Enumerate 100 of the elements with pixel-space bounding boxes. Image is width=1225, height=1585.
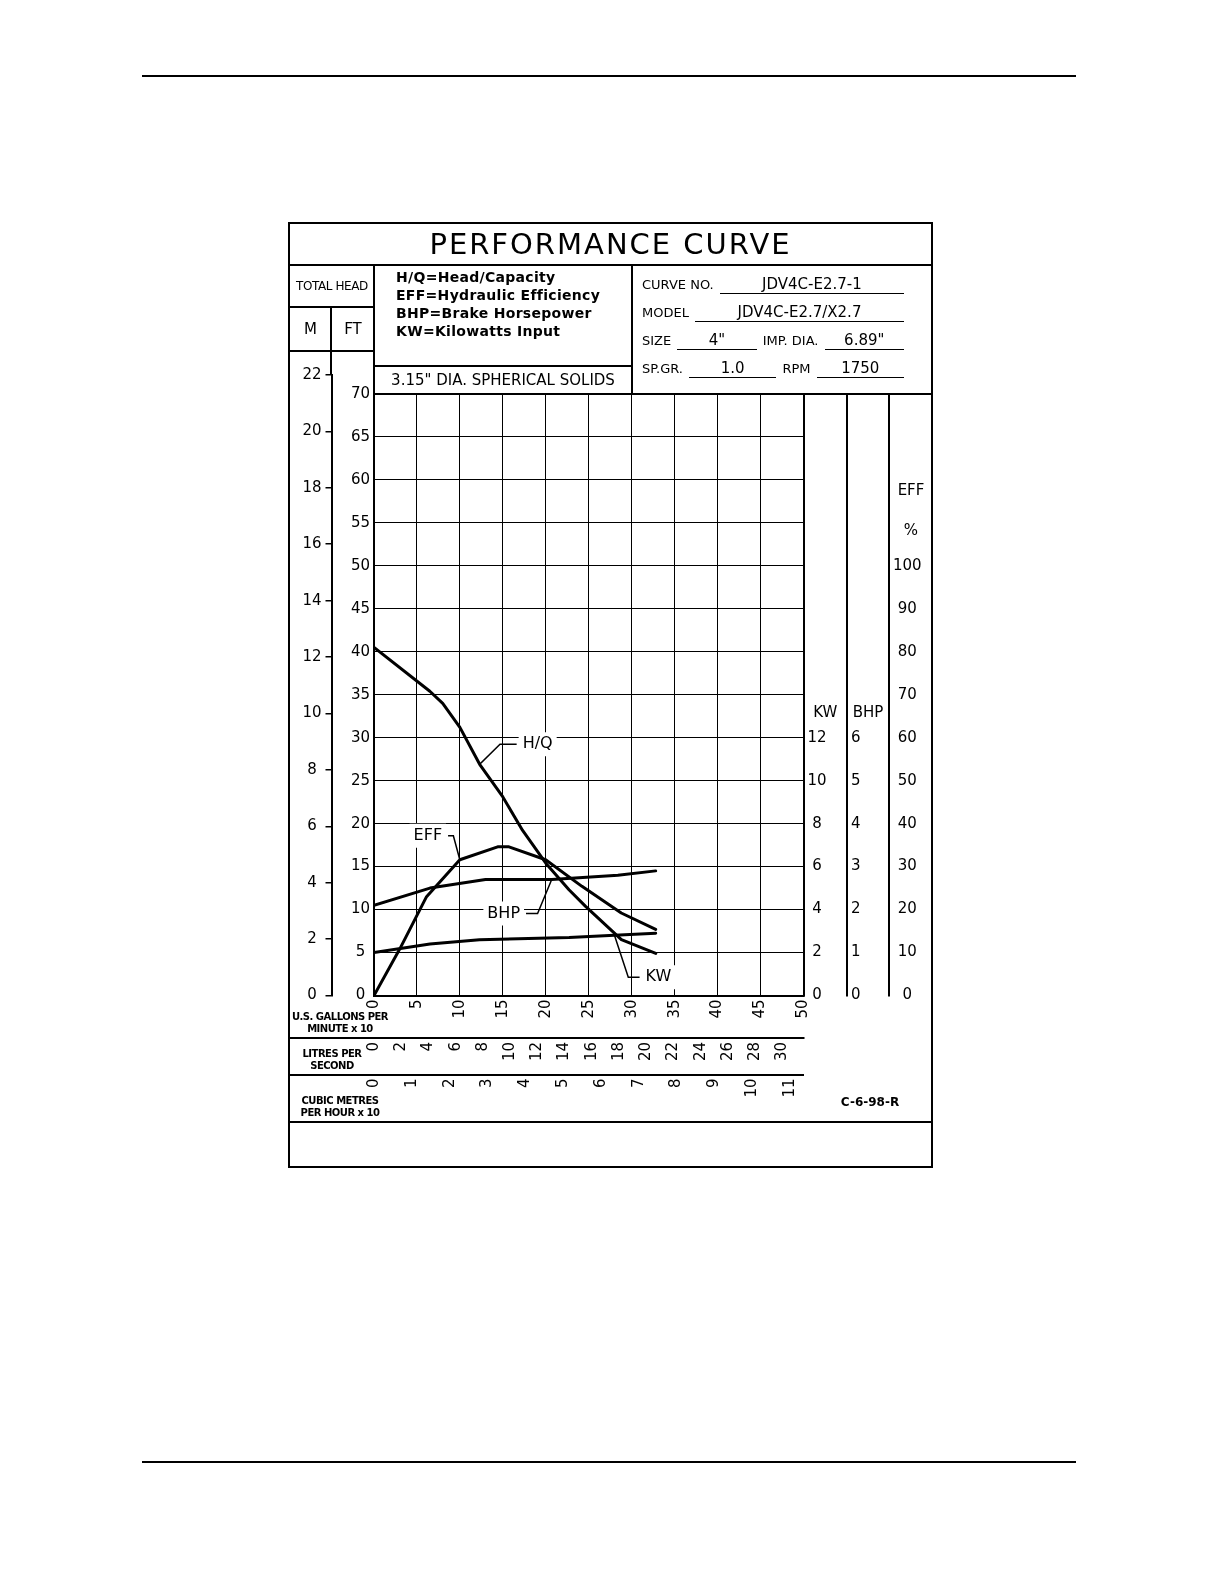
y2-axis-title: KW	[812, 701, 839, 722]
y-tick-label: 30	[350, 727, 370, 746]
y-tick-label: 90	[897, 598, 917, 617]
series-label: EFF	[413, 824, 443, 844]
y3-tick-label: 4	[851, 813, 861, 832]
text: H/Q=Head/Capacity	[396, 268, 557, 286]
y-tick-label: 60	[897, 727, 917, 746]
y2-tick-label: 22	[302, 364, 322, 383]
annotation: 3.15" DIA. SPHERICAL SOLIDS	[390, 370, 616, 391]
x-tick-label: 5	[552, 1078, 571, 1089]
x-tick-label: 25	[578, 999, 597, 1019]
y2-tick-label: 10	[807, 770, 827, 789]
y-tick-label: 5	[355, 942, 366, 961]
y-tick-label: 70	[897, 684, 917, 703]
y2-tick-label: 18	[302, 477, 322, 496]
x2-tick-label: 2	[391, 1042, 410, 1052]
y-tick-label: 30	[897, 856, 917, 875]
x-tick-label: 7	[628, 1078, 647, 1089]
x-tick-label: 4	[515, 1078, 534, 1089]
y-tick-label: 10	[350, 899, 370, 918]
x2-tick-label: 20	[636, 1042, 655, 1062]
y2-tick-label: 16	[302, 534, 322, 553]
x2-tick-label: 10	[500, 1042, 519, 1062]
y-tick-label: 20	[350, 813, 370, 832]
y2-tick-label: 4	[307, 872, 317, 891]
x-tick-label: 10	[741, 1078, 760, 1098]
x2-tick-label: 26	[717, 1042, 736, 1062]
x-axis-title: U.S. GALLONS PER MINUTE x 10	[291, 1011, 389, 1034]
y3-tick-label: 6	[851, 727, 861, 746]
y-tick-label: 25	[350, 770, 370, 789]
y-tick-label: 55	[350, 512, 370, 531]
x2-tick-label: 28	[745, 1042, 764, 1062]
y-tick-label: 15	[350, 856, 370, 875]
y3-tick-label: 5	[851, 770, 861, 789]
y2-tick-label: 2	[307, 928, 317, 947]
x-tick-label: 6	[590, 1078, 609, 1089]
text: IMP. DIA.	[762, 333, 819, 350]
x-tick-label: 2	[439, 1078, 458, 1089]
x2-tick-label: 18	[608, 1042, 627, 1062]
y-tick-label: 50	[350, 555, 370, 574]
x-tick-label: 40	[707, 999, 726, 1019]
text: KW	[645, 966, 672, 986]
text: SIZE	[642, 333, 672, 350]
x-tick-label: 20	[535, 999, 554, 1019]
y-tick-label: 45	[350, 598, 370, 617]
text: JDV4C-E2.7-1	[719, 275, 904, 294]
text: MODEL	[642, 305, 689, 322]
x-tick-label: 5	[406, 999, 425, 1010]
annotation: RPM	[782, 361, 811, 378]
x2-tick-label: 30	[772, 1042, 791, 1062]
x2-tick-label: 14	[554, 1042, 573, 1062]
text: EFF %	[897, 480, 925, 539]
y-tick-label: 80	[897, 641, 917, 660]
y3-tick-label: 3	[851, 856, 861, 875]
y2-tick-label: 10	[302, 703, 322, 722]
text: BHP=Brake Horsepower	[396, 304, 593, 322]
y2-tick-label: 4	[812, 899, 822, 918]
y2-tick-label: 12	[807, 727, 827, 746]
y-tick-label: 100	[892, 555, 922, 574]
x-tick-label: 0	[363, 999, 382, 1010]
y-tick-label: 20	[897, 899, 917, 918]
x-tick-label: 11	[779, 1078, 798, 1098]
y2-tick-label: 6	[307, 816, 317, 835]
text: TOTAL HEAD	[295, 278, 369, 295]
y-tick-label: 10	[897, 942, 917, 961]
y2-tick-label: 8	[812, 813, 822, 832]
x2-tick-label: 8	[472, 1042, 491, 1052]
y2-tick-label: 6	[812, 856, 822, 875]
x2-tick-label: 0	[363, 1042, 382, 1052]
y-tick-label: 70	[350, 383, 370, 402]
y-tick-label: 50	[897, 770, 917, 789]
x-tick-label: 8	[666, 1078, 685, 1089]
y-tick-label: 60	[350, 469, 370, 488]
x-tick-label: 10	[449, 999, 468, 1019]
x2-tick-label: 4	[418, 1042, 437, 1052]
x-tick-label: 9	[704, 1078, 723, 1089]
x2-axis-title: LITRES PER SECOND	[302, 1048, 362, 1071]
annotation: 1.0	[688, 359, 777, 378]
x2-tick-label: 6	[445, 1042, 464, 1052]
chart-title: PERFORMANCE CURVE	[428, 226, 793, 263]
y-tick-label: 40	[897, 813, 917, 832]
annotation: SP.GR.	[642, 361, 683, 378]
x-tick-label: 0	[363, 1078, 382, 1089]
text: 6.89"	[824, 331, 904, 350]
text: 4"	[677, 331, 757, 350]
text: EFF=Hydraulic Efficiency	[396, 286, 602, 304]
text: H/Q	[522, 733, 553, 753]
y3-axis-title: BHP	[851, 701, 885, 722]
y-axis-title: FT	[343, 319, 363, 340]
y2-tick-label: 2	[812, 942, 822, 961]
text: CURVE NO.	[642, 277, 714, 294]
x2-tick-label: 12	[527, 1042, 546, 1062]
y-tick-label: 65	[350, 426, 370, 445]
y2-tick-label: 8	[307, 759, 317, 778]
x-tick-label: 45	[750, 999, 769, 1019]
x-tick-label: 50	[793, 999, 812, 1019]
text: C-6-98-R	[839, 1094, 901, 1111]
x-axis-title: CUBIC METRES PER HOUR x 10	[300, 1095, 380, 1118]
x2-tick-label: 22	[663, 1042, 682, 1062]
text: 1750	[816, 359, 905, 378]
